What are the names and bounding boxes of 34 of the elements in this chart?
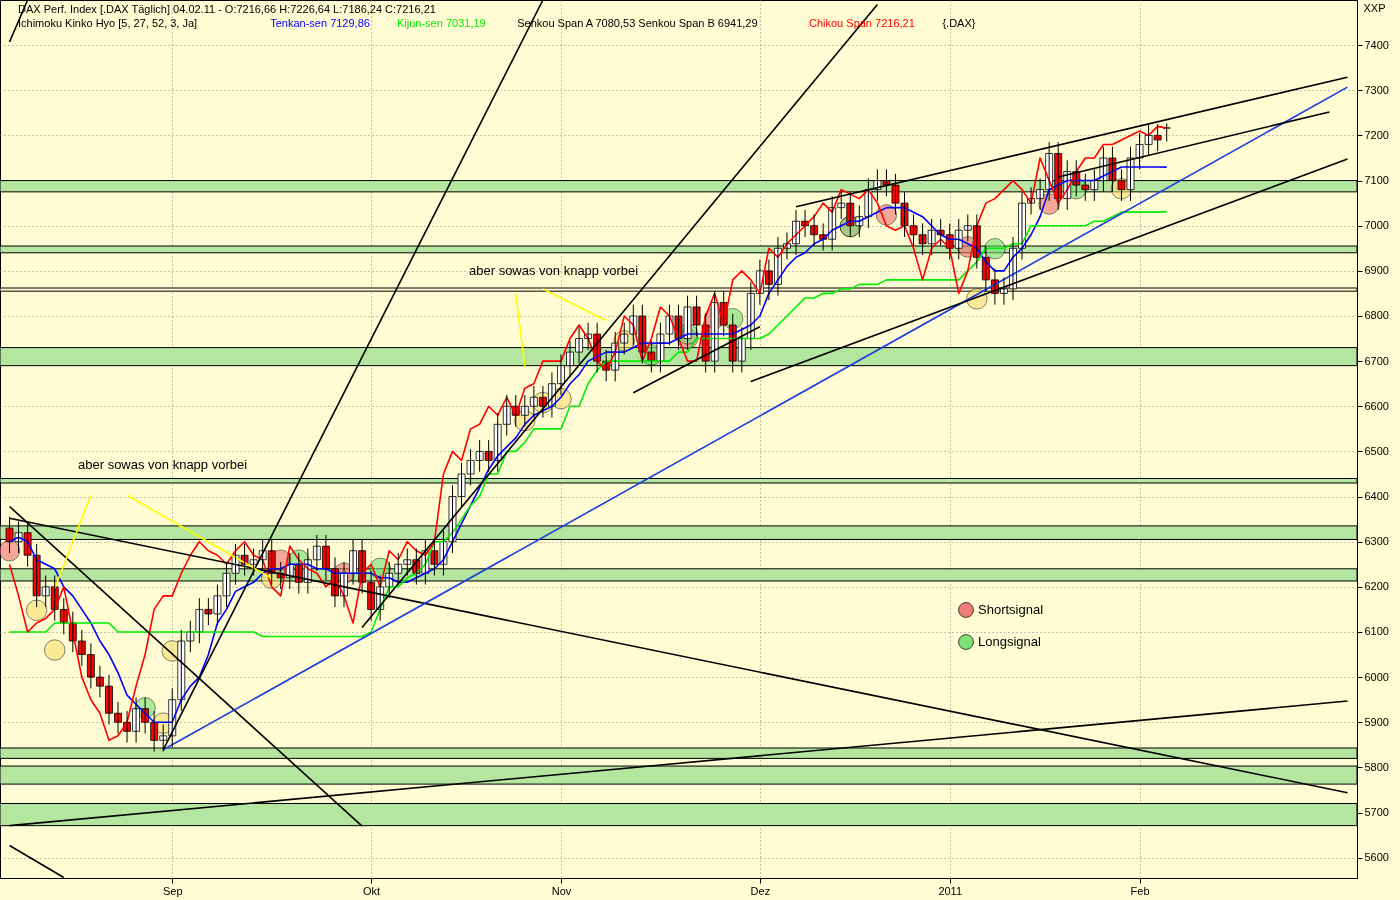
y-tick-label: 6000 bbox=[1364, 670, 1389, 683]
legend-label: Shortsignal bbox=[978, 602, 1044, 617]
annotation: {.DAX} bbox=[942, 17, 976, 29]
legend-label: Longsignal bbox=[978, 634, 1041, 649]
x-tick-label: Sep bbox=[162, 884, 183, 897]
y-tick-label: 5700 bbox=[1364, 806, 1389, 819]
text: Tenkan-sen 7129,86 bbox=[270, 17, 370, 29]
y-tick-label: 5600 bbox=[1364, 851, 1389, 864]
x-tick-label: Nov bbox=[551, 884, 572, 897]
y-tick-label: 6800 bbox=[1364, 309, 1389, 322]
y-tick-label: 6700 bbox=[1364, 354, 1389, 367]
text: Kijun-sen 7031,19 bbox=[397, 17, 486, 29]
x-tick-label: 2011 bbox=[938, 884, 963, 897]
y-tick-label: 5900 bbox=[1364, 715, 1389, 728]
y-tick-label: 6600 bbox=[1364, 399, 1389, 412]
y-tick-label: 6200 bbox=[1364, 580, 1389, 593]
y-tick-label: 5800 bbox=[1364, 760, 1389, 773]
y-tick-label: 6900 bbox=[1364, 264, 1389, 277]
y-tick-label: 7400 bbox=[1364, 38, 1389, 51]
y-tick-label: 6100 bbox=[1364, 625, 1389, 638]
y-tick-label: 7000 bbox=[1364, 219, 1389, 232]
y-axis-title: XXP bbox=[1363, 1, 1386, 14]
annotation: aber sowas von knapp vorbei bbox=[78, 457, 248, 472]
x-tick-label: Okt bbox=[363, 884, 381, 897]
x-tick-label: Feb bbox=[1130, 884, 1150, 897]
y-tick-label: 7100 bbox=[1364, 174, 1389, 187]
annotation: aber sowas von knapp vorbei bbox=[469, 263, 639, 278]
y-tick-label: 6300 bbox=[1364, 535, 1389, 548]
y-tick-label: 7200 bbox=[1364, 128, 1389, 141]
y-tick-label: 6400 bbox=[1364, 490, 1389, 503]
y-tick-label: 6500 bbox=[1364, 444, 1389, 457]
y-tick-label: 7300 bbox=[1364, 83, 1389, 96]
text: Ichimoku Kinko Hyo [5, 27, 52, 3, Ja] bbox=[18, 17, 198, 29]
x-tick-label: Dez bbox=[750, 884, 771, 897]
